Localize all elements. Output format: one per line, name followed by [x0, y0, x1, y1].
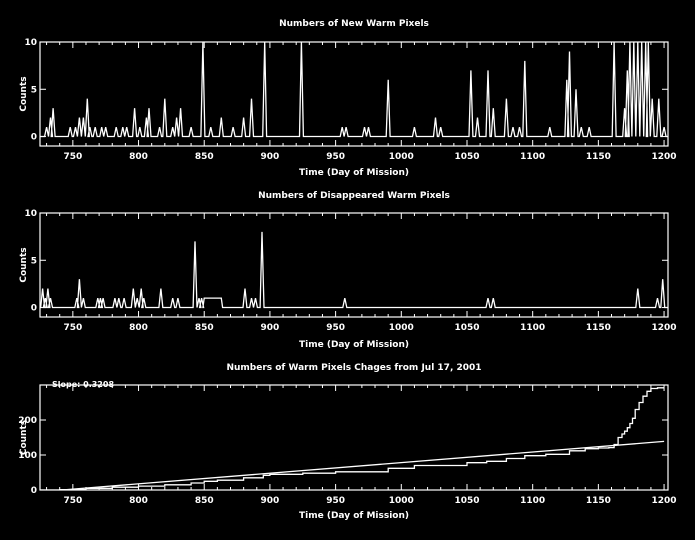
x-tick-label: 1200 [652, 152, 677, 162]
y-tick-label: 0 [31, 133, 37, 143]
chart-title: Numbers of Warm Pixels Chages from Jul 1… [226, 363, 481, 373]
x-tick-label: 1050 [454, 152, 479, 162]
x-tick-label: 1000 [389, 323, 414, 333]
series-line [40, 231, 668, 309]
x-tick-label: 750 [63, 323, 82, 333]
plot-frame [39, 212, 669, 318]
x-tick-label: 950 [326, 323, 345, 333]
y-axis-label: Counts [19, 76, 29, 111]
x-tick-label: 1200 [652, 323, 677, 333]
x-tick-label: 800 [129, 496, 148, 506]
series-line [40, 42, 668, 138]
panel-3: Numbers of Warm Pixels Chages from Jul 1… [18, 363, 676, 521]
x-tick-label: 800 [129, 152, 148, 162]
x-tick-label: 1050 [454, 496, 479, 506]
x-tick-label: 850 [195, 323, 214, 333]
y-tick-label: 5 [31, 85, 37, 95]
x-tick-label: 800 [129, 323, 148, 333]
y-tick-label: 10 [24, 209, 37, 219]
x-axis-label: Time (Day of Mission) [299, 168, 409, 178]
x-tick-label: 1200 [652, 496, 677, 506]
chart-title: Numbers of Disappeared Warm Pixels [258, 191, 450, 201]
x-tick-label: 1100 [520, 496, 545, 506]
plot-frame [39, 384, 669, 491]
y-tick-label: 200 [18, 416, 37, 426]
y-tick-label: 0 [31, 304, 37, 314]
y-tick-label: 0 [31, 486, 37, 496]
x-tick-label: 850 [195, 496, 214, 506]
x-tick-label: 1150 [586, 323, 611, 333]
x-tick-label: 1100 [520, 152, 545, 162]
x-tick-label: 1050 [454, 323, 479, 333]
y-axis-label: Counts [19, 247, 29, 282]
x-tick-label: 900 [261, 152, 280, 162]
panel-2: Numbers of Disappeared Warm Pixels Time (… [19, 191, 677, 350]
cumulative-line [40, 387, 665, 490]
x-tick-label: 900 [261, 323, 280, 333]
x-tick-label: 950 [326, 152, 345, 162]
x-tick-label: 950 [326, 496, 345, 506]
x-tick-label: 1150 [586, 152, 611, 162]
x-tick-label: 750 [63, 496, 82, 506]
x-tick-label: 750 [63, 152, 82, 162]
x-tick-label: 1150 [586, 496, 611, 506]
plot-frame [39, 41, 669, 147]
x-tick-label: 1000 [389, 152, 414, 162]
y-tick-label: 5 [31, 256, 37, 266]
x-tick-label: 850 [195, 152, 214, 162]
y-axis-label: Counts [19, 420, 29, 455]
y-tick-label: 10 [24, 38, 37, 48]
panel-1: Numbers of New Warm Pixels Time (Day of M… [19, 19, 677, 178]
x-axis-label: Time (Day of Mission) [299, 340, 409, 350]
y-tick-label: 100 [18, 451, 37, 461]
x-tick-label: 1000 [389, 496, 414, 506]
x-tick-label: 1100 [520, 323, 545, 333]
slope-annotation: Slope: 0.3208 [52, 380, 114, 389]
x-tick-label: 900 [261, 496, 280, 506]
fit-line [54, 440, 665, 490]
x-axis-label: Time (Day of Mission) [299, 511, 409, 521]
chart-title: Numbers of New Warm Pixels [279, 19, 429, 29]
